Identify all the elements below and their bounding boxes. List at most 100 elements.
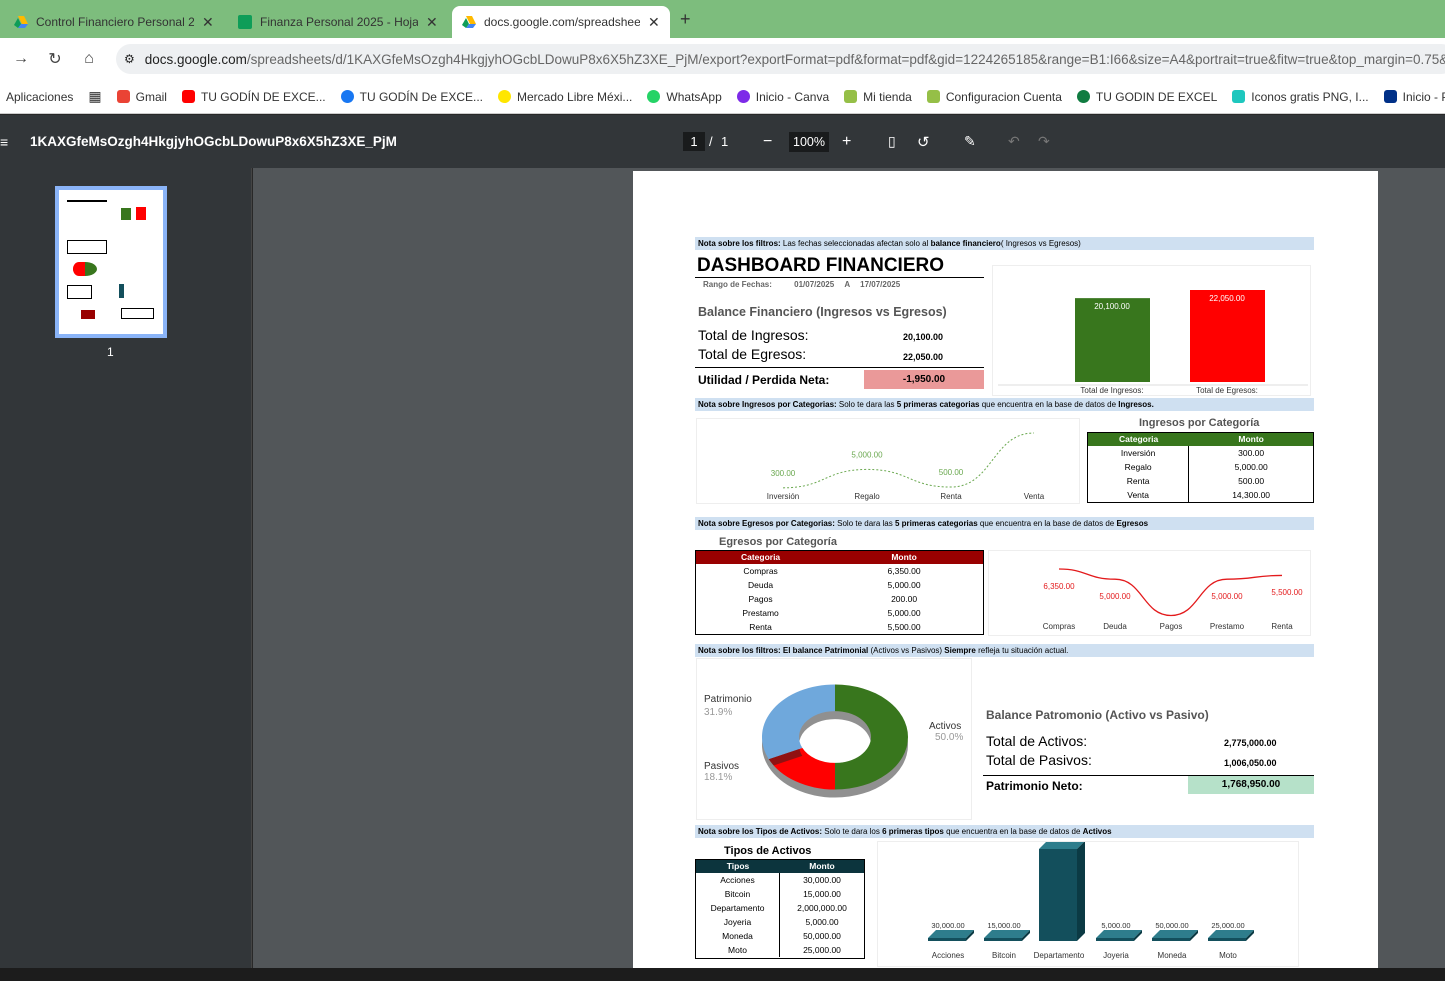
tab-control-financiero[interactable]: Control Financiero Personal 20 ✕ [4, 6, 224, 38]
egresos-table: Categoria Monto Compras 6,350.00 Deuda 5,000.… [695, 550, 984, 635]
table-cell: Regalo [1088, 460, 1190, 474]
bookmark-mercadolibre[interactable]: Mercado Libre Méxi... [498, 90, 632, 104]
site-settings-icon[interactable]: ⚙ [124, 52, 135, 66]
date-range: Rango de Fechas: 01/07/2025 A 17/07/2025 [703, 280, 901, 289]
bar-5 [1208, 938, 1246, 941]
table-cell: 50,000.00 [803, 931, 841, 941]
bar-4 [1152, 938, 1190, 941]
bar-side-0 [966, 930, 974, 941]
patrimonio-title: Balance Patromonio (Activo vs Pasivo) [986, 708, 1209, 722]
page-input[interactable]: 1 [683, 132, 705, 151]
activos-bar-svg: 30,000.00Acciones15,000.00Bitcoin2,000,0… [928, 832, 1254, 960]
bar-label-5: 25,000.00 [1211, 921, 1244, 930]
bar-top-1 [984, 930, 1030, 938]
note-filtros: Nota sobre los filtros: Las fechas selec… [695, 237, 1314, 250]
x-label-3: Prestamo [1210, 622, 1245, 631]
reload-icon[interactable]: ↻ [48, 51, 62, 68]
close-icon[interactable]: ✕ [426, 13, 438, 30]
table-row: Joyeria 5,000.00 [696, 915, 864, 929]
undo-icon[interactable]: ↶ [1008, 133, 1020, 149]
pdf-toolbar: ≡ 1KAXGfeMsOzgh4HkgjyhOGcbLDowuP8x6X5hZ3… [0, 115, 1445, 168]
thumbnail-preview [59, 190, 163, 334]
header-cell: Monto [891, 552, 917, 562]
bar-label-3: 5,000.00 [1101, 921, 1130, 930]
slice-pct-2: 31.9% [704, 707, 732, 718]
page-thumbnail[interactable] [55, 186, 167, 338]
bookmark-apps[interactable]: Aplicaciones [6, 89, 74, 104]
tab-docs-spreadsheets[interactable]: docs.google.com/spreadsheets ✕ [452, 6, 670, 38]
table-cell: 30,000.00 [803, 875, 841, 885]
bookmark-gmail[interactable]: Gmail [116, 90, 167, 104]
ingresos-table: Categoria Monto Inversión 300.00 Regalo 5,000… [1087, 432, 1314, 503]
bar-side-1 [1022, 930, 1030, 941]
url-input[interactable]: ⚙ docs.google.com/spreadsheets/d/1KAXGfe… [116, 44, 1445, 74]
bookmark-mi-tienda[interactable]: Mi tienda [844, 90, 912, 104]
fit-page-icon[interactable]: ▯ [888, 133, 896, 149]
bar-top-0 [928, 930, 974, 938]
close-icon[interactable]: ✕ [202, 13, 214, 30]
data-label-3: 5,000.00 [1211, 592, 1243, 601]
bar-0 [1075, 298, 1150, 382]
pdf-title: 1KAXGfeMsOzgh4HkgjyhOGcbLDowuP8x6X5hZ3XE… [30, 134, 397, 149]
redo-icon[interactable]: ↷ [1038, 133, 1050, 149]
note-ingresos: Nota sobre Ingresos por Categorias: Solo… [695, 398, 1314, 411]
home-icon[interactable]: ⌂ [84, 50, 94, 67]
table-row: Acciones 30,000.00 [696, 873, 864, 887]
bookmark-facebook[interactable]: TU GODÍN De EXCE... [340, 90, 483, 104]
zoom-input[interactable]: 100% [789, 131, 829, 152]
note-egresos: Nota sobre Egresos por Categorias: Solo … [695, 517, 1314, 530]
table-row: Venta 14,300.00 [1088, 488, 1313, 502]
shopify-icon [844, 90, 858, 103]
table-row: Moneda 50,000.00 [696, 929, 864, 943]
table-row: Moto 25,000.00 [696, 943, 864, 957]
url-path: /spreadsheets/d/1KAXGfeMsOzgh4HkgjyhOGcb… [246, 51, 1445, 67]
table-row: Regalo 5,000.00 [1088, 460, 1313, 474]
bar-1 [984, 938, 1022, 941]
table-cell: Moto [696, 943, 780, 957]
annotate-icon[interactable]: ✎ [964, 133, 976, 149]
bar-cat-1: Bitcoin [992, 951, 1016, 960]
close-icon[interactable]: ✕ [648, 13, 660, 30]
apps-grid-icon[interactable]: ▦ [88, 88, 102, 104]
bar-label-4: 50,000.00 [1155, 921, 1188, 930]
address-bar: → ↻ ⌂ ⚙ docs.google.com/spreadsheets/d/1… [0, 38, 1445, 80]
paypal-icon [1383, 90, 1397, 103]
bar-cat-3: Joyeria [1103, 951, 1129, 960]
menu-icon[interactable]: ≡ [0, 133, 9, 150]
table-row: Pagos 200.00 [696, 592, 983, 606]
tab-finanza-personal[interactable]: Finanza Personal 2025 - Hojas de ✕ [228, 6, 448, 38]
dashboard-title: DASHBOARD FINANCIERO [697, 255, 944, 276]
bookmark-iconos[interactable]: Iconos gratis PNG, I... [1232, 90, 1369, 104]
table-cell: 14,300.00 [1232, 490, 1271, 500]
bookmark-whatsapp[interactable]: WhatsApp [647, 90, 722, 104]
activos-bar-chart: 30,000.00Acciones15,000.00Bitcoin2,000,0… [877, 832, 1299, 967]
forward-icon[interactable]: → [13, 50, 29, 67]
tipos-title: Tipos de Activos [724, 845, 812, 857]
balance-bar-svg: 20,100.00 Total de Ingresos: 22,050.00 Tota… [998, 290, 1308, 395]
taskbar [0, 968, 1445, 981]
bookmark-paypal[interactable]: Inicio - PayPal [1383, 90, 1445, 104]
gmail-icon [116, 90, 130, 103]
bar-cat-4: Moneda [1158, 951, 1187, 960]
zoom-in-icon[interactable]: + [842, 132, 852, 150]
zoom-out-icon[interactable]: − [763, 132, 773, 150]
egresos-line [1058, 568, 1283, 617]
bookmark-youtube[interactable]: TU GODÍN DE EXCE... [181, 90, 326, 104]
bookmark-canva[interactable]: Inicio - Canva [736, 90, 829, 104]
table-cell: 5,000.00 [887, 580, 921, 590]
bar-cat-5: Moto [1219, 951, 1237, 960]
bookmark-tu-godin[interactable]: TU GODIN DE EXCEL [1076, 90, 1217, 104]
page-separator: / [709, 134, 713, 149]
shopify-icon [926, 90, 940, 103]
table-row: Inversión 300.00 [1088, 446, 1313, 460]
header-cell: Categoria [740, 552, 781, 562]
header-cell: Categoria [1119, 434, 1159, 444]
x-label-3: Venta [1024, 492, 1045, 501]
ingresos-line [782, 432, 1035, 489]
data-label-1: 5,000.00 [851, 450, 883, 459]
bar-label-0: 20,100.00 [1094, 302, 1130, 311]
activos-label: Total de Activos: [986, 733, 1088, 749]
rotate-icon[interactable]: ↺ [917, 133, 930, 151]
bookmark-configuracion[interactable]: Configuracion Cuenta [926, 90, 1062, 104]
new-tab-icon[interactable]: + [680, 9, 691, 29]
